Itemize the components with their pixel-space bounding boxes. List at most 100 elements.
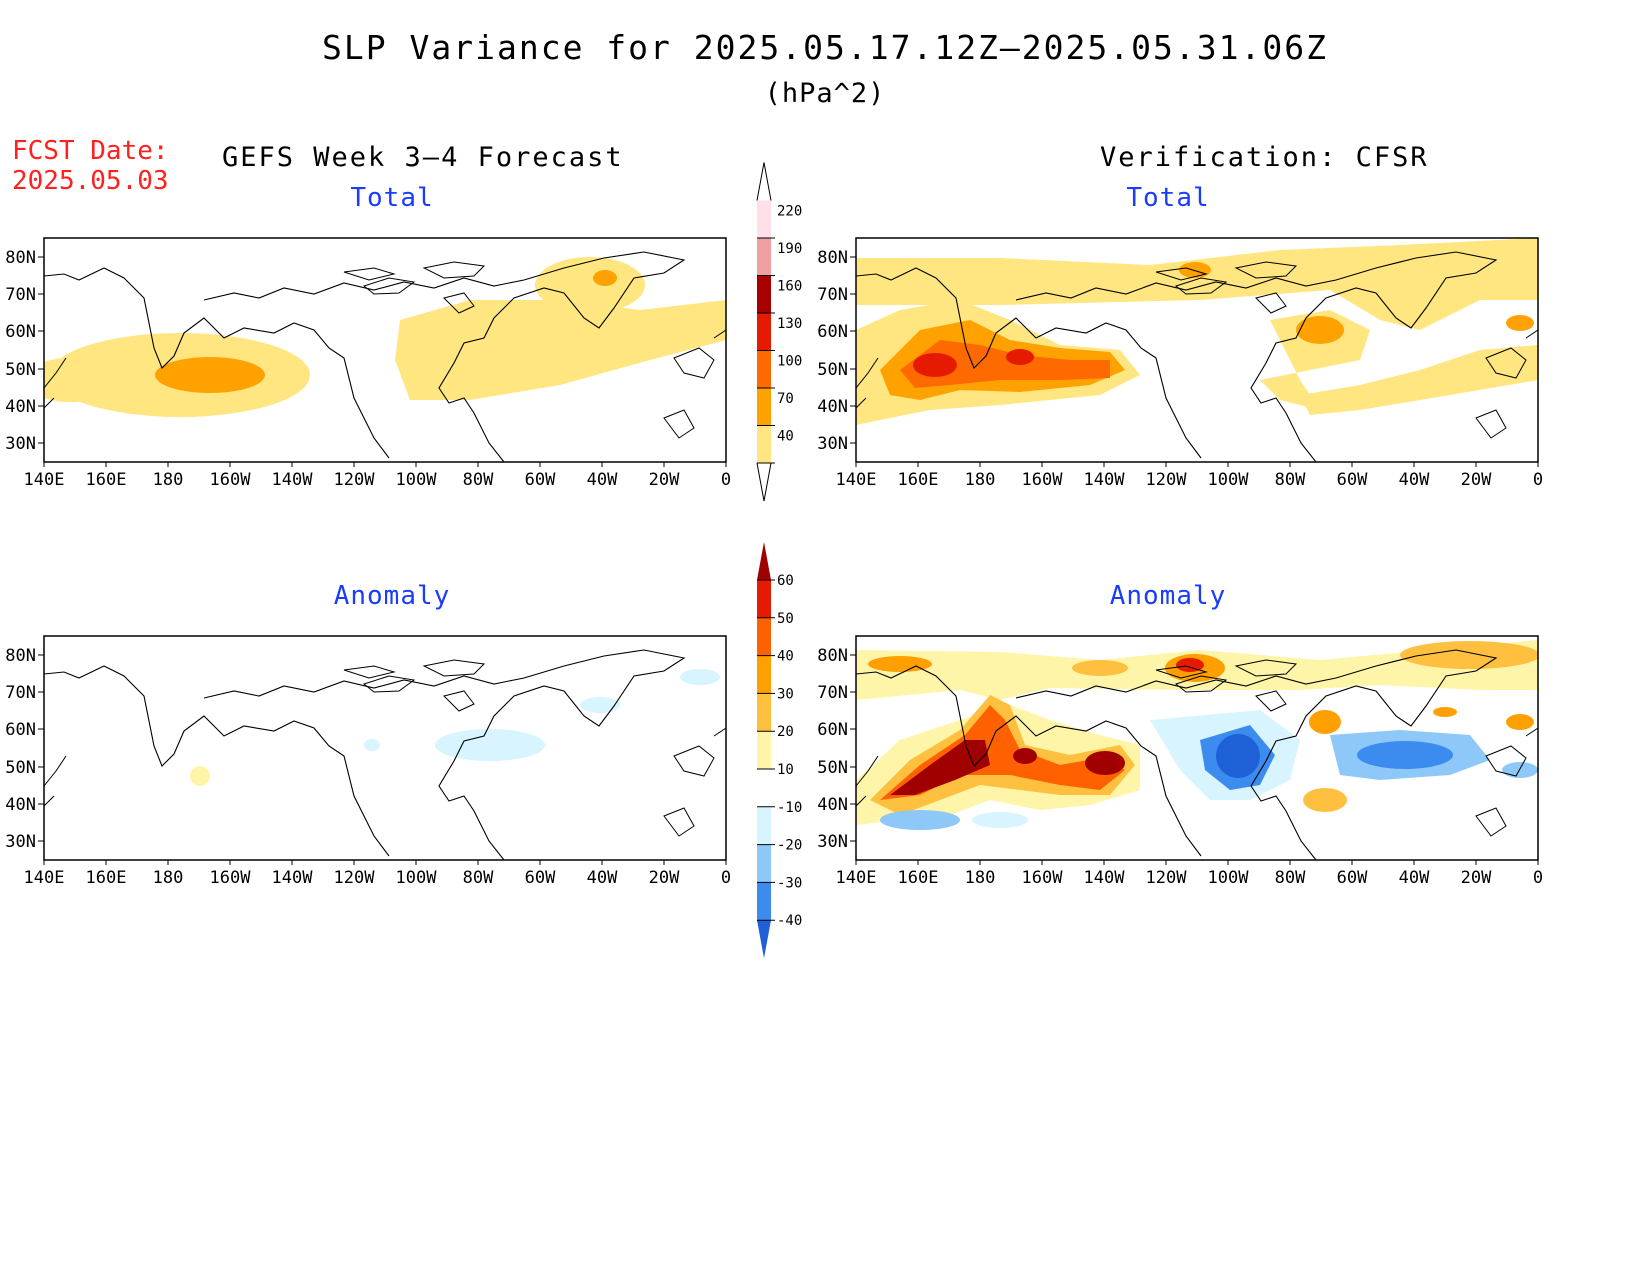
colorbar-anomaly: 60 50 40 30 20 10 -10 -20 -30 -40 bbox=[757, 542, 802, 959]
lon-tick-label: 20W bbox=[1461, 470, 1492, 490]
lat-tick-label: 70N bbox=[5, 683, 36, 703]
lat-tick-label: 30N bbox=[817, 832, 848, 852]
colorbar-total: 40 70 100 130 160 190 220 bbox=[756, 162, 802, 502]
colorbar-label: 60 bbox=[777, 573, 794, 589]
colorbar-arrow-low bbox=[757, 920, 771, 959]
lat-tick-label: 80N bbox=[5, 248, 36, 268]
colorbar-arrow-high bbox=[756, 162, 772, 201]
colorbar-label: 160 bbox=[777, 279, 802, 295]
axis-labels: 30N 40N 50N 60N 70N 80N 140E 160E 180 160W 140W 120… bbox=[5, 248, 1543, 888]
lon-tick-label: 160W bbox=[1022, 868, 1064, 888]
colorbar-label: -30 bbox=[777, 875, 802, 891]
lon-tick-label: 80W bbox=[1275, 470, 1306, 490]
colorbar-swatch bbox=[757, 882, 771, 921]
colorbar-swatch bbox=[757, 580, 771, 618]
colorbar-label: 40 bbox=[777, 429, 794, 445]
colorbar-label: 100 bbox=[777, 354, 802, 370]
map-panel-verif-anom bbox=[855, 635, 1539, 861]
colorbar-swatch bbox=[757, 731, 771, 769]
lat-tick-label: 40N bbox=[817, 795, 848, 815]
lon-tick-label: 140E bbox=[836, 868, 877, 888]
colorbar-swatch bbox=[757, 425, 771, 463]
lon-tick-label: 40W bbox=[587, 470, 618, 490]
map-frame bbox=[855, 635, 1539, 861]
lon-tick-label: 60W bbox=[525, 868, 556, 888]
map-panel-verif-total bbox=[855, 237, 1539, 463]
colorbar-label: 130 bbox=[777, 316, 802, 332]
lat-tick-label: 60N bbox=[817, 322, 848, 342]
lon-tick-label: 100W bbox=[1208, 470, 1250, 490]
colorbar-label: 20 bbox=[777, 724, 794, 740]
lat-tick-label: 80N bbox=[5, 646, 36, 666]
colorbar-swatch bbox=[757, 350, 771, 388]
lon-tick-label: 140E bbox=[24, 868, 65, 888]
lon-tick-label: 0 bbox=[721, 868, 731, 888]
lat-tick-label: 40N bbox=[817, 397, 848, 417]
map-frame bbox=[43, 635, 727, 861]
lon-tick-label: 0 bbox=[721, 470, 731, 490]
lat-tick-label: 30N bbox=[5, 434, 36, 454]
map-frame bbox=[43, 237, 727, 463]
lon-tick-label: 160E bbox=[898, 868, 939, 888]
lon-tick-label: 20W bbox=[649, 868, 680, 888]
panel-title-verif-anom: Anomaly bbox=[1109, 581, 1227, 611]
colorbar-swatch bbox=[757, 806, 771, 845]
colorbar-swatch bbox=[757, 200, 771, 238]
lon-tick-label: 0 bbox=[1533, 470, 1543, 490]
colorbar-swatch bbox=[757, 313, 771, 351]
colorbar-label: 70 bbox=[777, 391, 794, 407]
lat-tick-label: 40N bbox=[5, 795, 36, 815]
lat-tick-label: 50N bbox=[5, 758, 36, 778]
colorbar-swatch bbox=[757, 769, 771, 807]
colorbar-swatch bbox=[757, 275, 771, 313]
panel-title-verif-total: Total bbox=[1126, 183, 1210, 213]
colorbar-arrow-low bbox=[756, 462, 772, 502]
lon-tick-label: 140W bbox=[272, 470, 314, 490]
colorbar-swatch bbox=[757, 388, 771, 426]
map-panel-fcst-total bbox=[43, 237, 727, 463]
colorbar-label: -20 bbox=[777, 838, 802, 854]
lon-tick-label: 40W bbox=[587, 868, 618, 888]
lon-tick-label: 60W bbox=[525, 470, 556, 490]
lon-tick-label: 120W bbox=[334, 470, 376, 490]
lon-tick-label: 60W bbox=[1337, 868, 1368, 888]
panel-title-fcst-total: Total bbox=[350, 183, 434, 213]
lon-tick-label: 160W bbox=[210, 868, 252, 888]
lat-tick-label: 70N bbox=[817, 285, 848, 305]
lon-tick-label: 100W bbox=[396, 470, 438, 490]
lat-tick-label: 60N bbox=[5, 322, 36, 342]
colorbar-label: 40 bbox=[777, 649, 794, 665]
lon-tick-label: 120W bbox=[334, 868, 376, 888]
main-title: SLP Variance for 2025.05.17.12Z–2025.05.… bbox=[322, 28, 1328, 67]
lon-tick-label: 120W bbox=[1146, 868, 1188, 888]
lat-tick-label: 50N bbox=[817, 360, 848, 380]
colorbar-label: 220 bbox=[777, 204, 802, 220]
lon-tick-label: 160E bbox=[86, 868, 127, 888]
colorbar-swatch bbox=[757, 655, 771, 694]
colorbar-label: 190 bbox=[777, 241, 802, 257]
lon-tick-label: 140E bbox=[24, 470, 65, 490]
forecast-column-heading: GEFS Week 3–4 Forecast bbox=[222, 142, 624, 173]
lat-tick-label: 50N bbox=[5, 360, 36, 380]
fcst-date-value: 2025.05.03 bbox=[12, 166, 169, 196]
lon-tick-label: 100W bbox=[396, 868, 438, 888]
lat-tick-label: 70N bbox=[817, 683, 848, 703]
lat-tick-label: 60N bbox=[5, 720, 36, 740]
lat-tick-label: 60N bbox=[817, 720, 848, 740]
lon-tick-label: 180 bbox=[965, 868, 996, 888]
colorbar-swatch bbox=[757, 693, 771, 732]
lat-tick-label: 30N bbox=[817, 434, 848, 454]
contour-70 bbox=[155, 357, 265, 393]
colorbar-arrow-high bbox=[757, 542, 771, 580]
colorbar-label: 50 bbox=[777, 611, 794, 627]
map-frame bbox=[855, 237, 1539, 463]
lon-tick-label: 40W bbox=[1399, 470, 1430, 490]
lat-tick-label: 80N bbox=[817, 646, 848, 666]
lon-tick-label: 140W bbox=[1084, 470, 1126, 490]
verification-column-heading: Verification: CFSR bbox=[1100, 142, 1429, 173]
lon-tick-label: 20W bbox=[1461, 868, 1492, 888]
lon-tick-label: 140W bbox=[1084, 868, 1126, 888]
lon-tick-label: 80W bbox=[463, 868, 494, 888]
lat-tick-label: 30N bbox=[5, 832, 36, 852]
